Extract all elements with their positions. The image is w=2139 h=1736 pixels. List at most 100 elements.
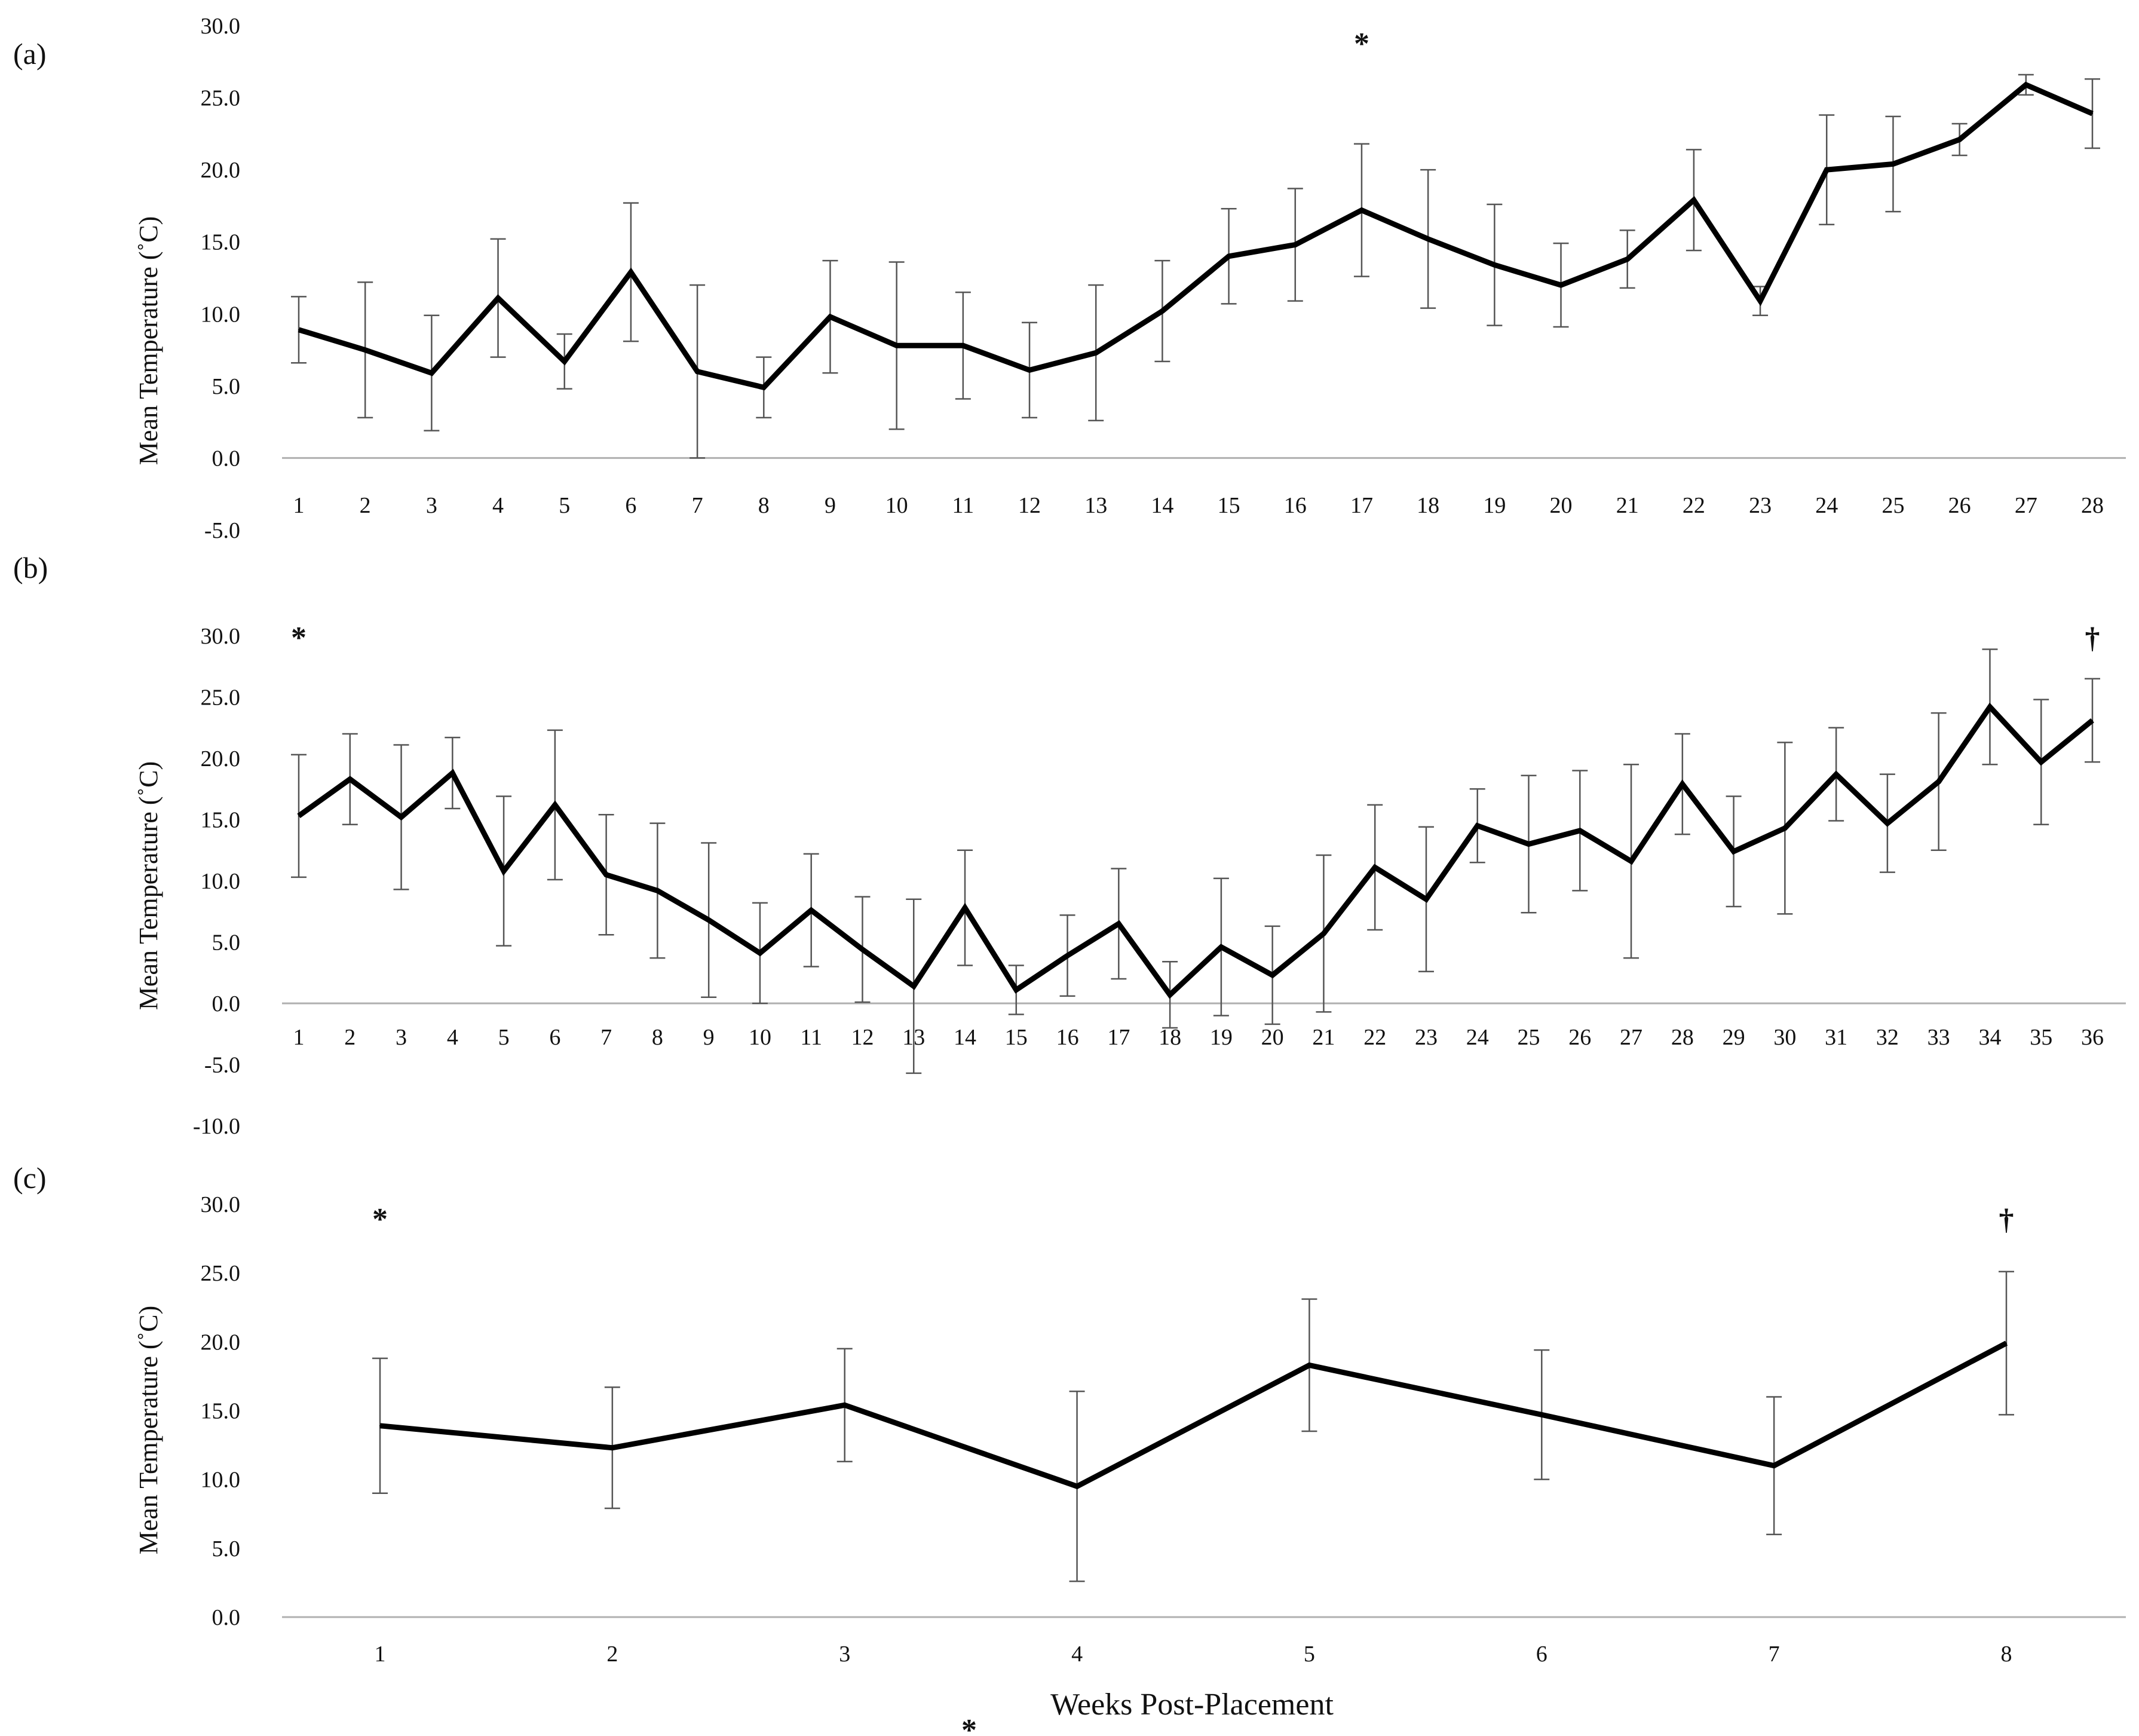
x-tick-label: 28 [1671, 1025, 1694, 1050]
data-point [298, 815, 299, 817]
data-point [1425, 898, 1427, 900]
x-tick-label: 25 [1518, 1025, 1540, 1050]
data-point [1560, 284, 1562, 286]
x-tick-label: 24 [1466, 1025, 1489, 1050]
y-tick-label: 10.0 [201, 869, 241, 894]
data-point [1733, 850, 1735, 852]
data-point [810, 910, 812, 911]
significance-marker: * [1354, 27, 1369, 61]
data-point [1294, 244, 1296, 246]
x-tick-label: 13 [1084, 493, 1107, 518]
data-point [1528, 843, 1530, 845]
y-tick-label: -5.0 [204, 1053, 240, 1078]
x-tick-label: 4 [447, 1025, 458, 1050]
panel-label: (c) [13, 1161, 47, 1195]
y-tick-label: -5.0 [204, 518, 240, 543]
x-tick-label: 8 [652, 1025, 663, 1050]
x-tick-label: 4 [1071, 1642, 1083, 1667]
data-point [1118, 923, 1120, 924]
y-tick-label: 10.0 [201, 1468, 241, 1493]
x-tick-label: 7 [600, 1025, 612, 1050]
x-tick-label: 1 [293, 1025, 305, 1050]
x-tick-label: 24 [1815, 493, 1838, 518]
x-tick-label: 23 [1415, 1025, 1438, 1050]
x-tick-label: 17 [1350, 493, 1373, 518]
y-tick-label: 20.0 [201, 746, 241, 771]
x-tick-label: 25 [1881, 493, 1904, 518]
data-point [763, 387, 765, 388]
data-point [497, 297, 499, 299]
data-point [1760, 300, 1761, 302]
x-tick-label: 27 [1620, 1025, 1642, 1050]
y-tick-label: 25.0 [201, 86, 241, 111]
panel-label: (b) [13, 551, 48, 584]
data-point [1938, 780, 1939, 782]
data-point [1476, 825, 1478, 826]
data-point [298, 329, 299, 330]
data-point [862, 948, 863, 950]
x-tick-label: 15 [1218, 493, 1240, 518]
significance-marker: † [2085, 621, 2100, 654]
data-point [1360, 209, 1362, 211]
data-point [1162, 310, 1163, 312]
x-tick-label: 9 [703, 1025, 715, 1050]
data-point [1835, 773, 1837, 775]
x-tick-label: 12 [851, 1025, 874, 1050]
x-tick-label: 2 [606, 1642, 618, 1667]
data-point [2006, 1342, 2007, 1344]
data-point [1095, 352, 1097, 354]
x-tick-label: 21 [1312, 1025, 1335, 1050]
y-tick-label: 20.0 [201, 158, 241, 183]
x-tick-label: 20 [1550, 493, 1573, 518]
data-point [1067, 955, 1068, 957]
x-tick-label: 16 [1056, 1025, 1079, 1050]
y-tick-label: 25.0 [201, 685, 241, 711]
y-tick-label: 15.0 [201, 230, 241, 255]
footnote-mark: * [961, 1713, 977, 1736]
x-tick-label: 8 [2001, 1642, 2012, 1667]
x-tick-label: 22 [1363, 1025, 1386, 1050]
data-point [452, 772, 453, 774]
data-point [1427, 238, 1429, 240]
y-tick-label: 5.0 [212, 1536, 241, 1562]
series-line [298, 81, 2094, 391]
data-point [2025, 84, 2027, 85]
data-point [1228, 255, 1230, 257]
x-tick-label: 5 [1304, 1642, 1315, 1667]
x-tick-label: 2 [344, 1025, 356, 1050]
data-point [896, 345, 897, 347]
x-tick-label: 5 [559, 493, 570, 518]
data-point [657, 890, 658, 892]
x-tick-label: 16 [1284, 493, 1307, 518]
x-tick-label: 33 [1927, 1025, 1950, 1050]
x-axis-title: Weeks Post-Placement [1050, 1688, 1334, 1722]
x-tick-label: 11 [952, 493, 974, 518]
y-tick-label: -10.0 [193, 1114, 240, 1139]
x-tick-label: 14 [954, 1025, 976, 1050]
x-tick-label: 10 [885, 493, 908, 518]
x-tick-label: 3 [839, 1642, 850, 1667]
x-tick-label: 34 [1978, 1025, 2001, 1050]
x-tick-label: 7 [1769, 1642, 1780, 1667]
data-point [1886, 822, 1888, 824]
data-point [1773, 1465, 1775, 1466]
data-point [554, 804, 556, 806]
x-tick-label: 14 [1151, 493, 1173, 518]
y-axis-title: Mean Temperature (˚C) [134, 761, 163, 1010]
x-tick-label: 11 [800, 1025, 822, 1050]
y-tick-label: 30.0 [201, 624, 241, 649]
series-line [297, 702, 2094, 999]
data-point [611, 1447, 613, 1449]
x-tick-label: 3 [426, 493, 437, 518]
y-tick-label: 30.0 [201, 1192, 241, 1217]
y-tick-label: 10.0 [201, 302, 241, 327]
y-tick-label: 5.0 [212, 930, 241, 956]
data-point [1959, 139, 1960, 140]
x-tick-label: 8 [758, 493, 770, 518]
data-point [1323, 933, 1325, 935]
data-point [913, 985, 915, 987]
x-tick-label: 31 [1825, 1025, 1847, 1050]
data-point [1826, 169, 1828, 171]
x-tick-label: 30 [1773, 1025, 1796, 1050]
x-tick-label: 18 [1159, 1025, 1181, 1050]
